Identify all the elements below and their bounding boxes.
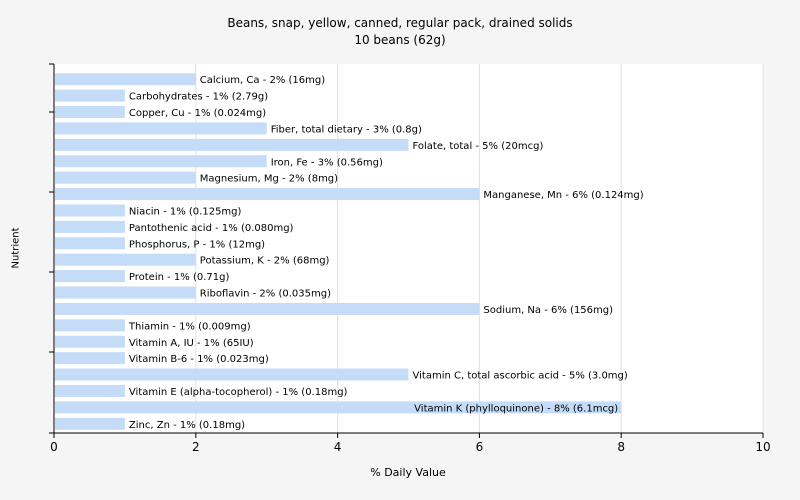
bar bbox=[55, 417, 125, 430]
bar bbox=[55, 188, 480, 201]
bar bbox=[55, 73, 196, 86]
bar bbox=[55, 384, 125, 397]
bar-label: Thiamin - 1% (0.009mg) bbox=[128, 321, 251, 332]
bar-label: Fiber, total dietary - 3% (0.8g) bbox=[271, 124, 422, 135]
bar bbox=[55, 237, 125, 250]
y-axis-label: Nutrient bbox=[10, 227, 22, 269]
bar-label: Vitamin C, total ascorbic acid - 5% (3.0… bbox=[413, 371, 628, 382]
bar bbox=[55, 368, 409, 381]
bar-label: Carbohydrates - 1% (2.79g) bbox=[129, 92, 268, 103]
bar-label: Phosphorus, P - 1% (12mg) bbox=[129, 239, 265, 250]
bar-label: Protein - 1% (0.71g) bbox=[129, 272, 230, 283]
bar bbox=[55, 401, 622, 414]
bar bbox=[55, 155, 267, 168]
bar-label: Vitamin B-6 - 1% (0.023mg) bbox=[129, 354, 269, 365]
x-tick-label: 10 bbox=[755, 440, 770, 454]
x-tick-label: 4 bbox=[334, 440, 342, 454]
bar-label: Potassium, K - 2% (68mg) bbox=[200, 256, 330, 267]
bar-label: Iron, Fe - 3% (0.56mg) bbox=[271, 157, 383, 168]
bar bbox=[55, 106, 125, 119]
bar-label: Manganese, Mn - 6% (0.124mg) bbox=[483, 190, 643, 201]
chart-title: Beans, snap, yellow, canned, regular pac… bbox=[227, 16, 573, 30]
bar-label: Vitamin K (phylloquinone) - 8% (6.1mcg) bbox=[414, 403, 618, 414]
bar bbox=[55, 270, 125, 283]
bar bbox=[55, 89, 125, 102]
x-tick-label: 0 bbox=[50, 440, 58, 454]
bar-label: Zinc, Zn - 1% (0.18mg) bbox=[129, 420, 245, 431]
bar bbox=[55, 138, 409, 151]
bar-label: Calcium, Ca - 2% (16mg) bbox=[200, 75, 325, 86]
x-axis-label: % Daily Value bbox=[370, 466, 446, 479]
bar-label: Riboflavin - 2% (0.035mg) bbox=[200, 289, 331, 300]
bar-label: Folate, total - 5% (20mcg) bbox=[413, 141, 544, 152]
x-tick-label: 6 bbox=[476, 440, 484, 454]
bar bbox=[55, 253, 196, 266]
bar-label: Vitamin E (alpha-tocopherol) - 1% (0.18m… bbox=[129, 387, 348, 398]
bar bbox=[55, 352, 125, 365]
bar-label: Magnesium, Mg - 2% (8mg) bbox=[200, 174, 338, 185]
bar-label: Sodium, Na - 6% (156mg) bbox=[483, 305, 613, 316]
bar bbox=[55, 204, 125, 217]
bar bbox=[55, 335, 125, 348]
bar bbox=[55, 286, 196, 299]
bar-label: Vitamin A, IU - 1% (65IU) bbox=[129, 338, 254, 349]
x-tick-label: 8 bbox=[617, 440, 625, 454]
bar bbox=[55, 302, 480, 315]
chart-subtitle: 10 beans (62g) bbox=[354, 33, 446, 47]
bar-label: Niacin - 1% (0.125mg) bbox=[129, 206, 242, 217]
bar bbox=[55, 171, 196, 184]
bar bbox=[55, 220, 125, 233]
bar bbox=[55, 122, 267, 135]
x-tick-label: 2 bbox=[192, 440, 200, 454]
bar-label: Pantothenic acid - 1% (0.080mg) bbox=[129, 223, 294, 234]
bar bbox=[55, 319, 125, 332]
bar-label: Copper, Cu - 1% (0.024mg) bbox=[129, 108, 266, 119]
